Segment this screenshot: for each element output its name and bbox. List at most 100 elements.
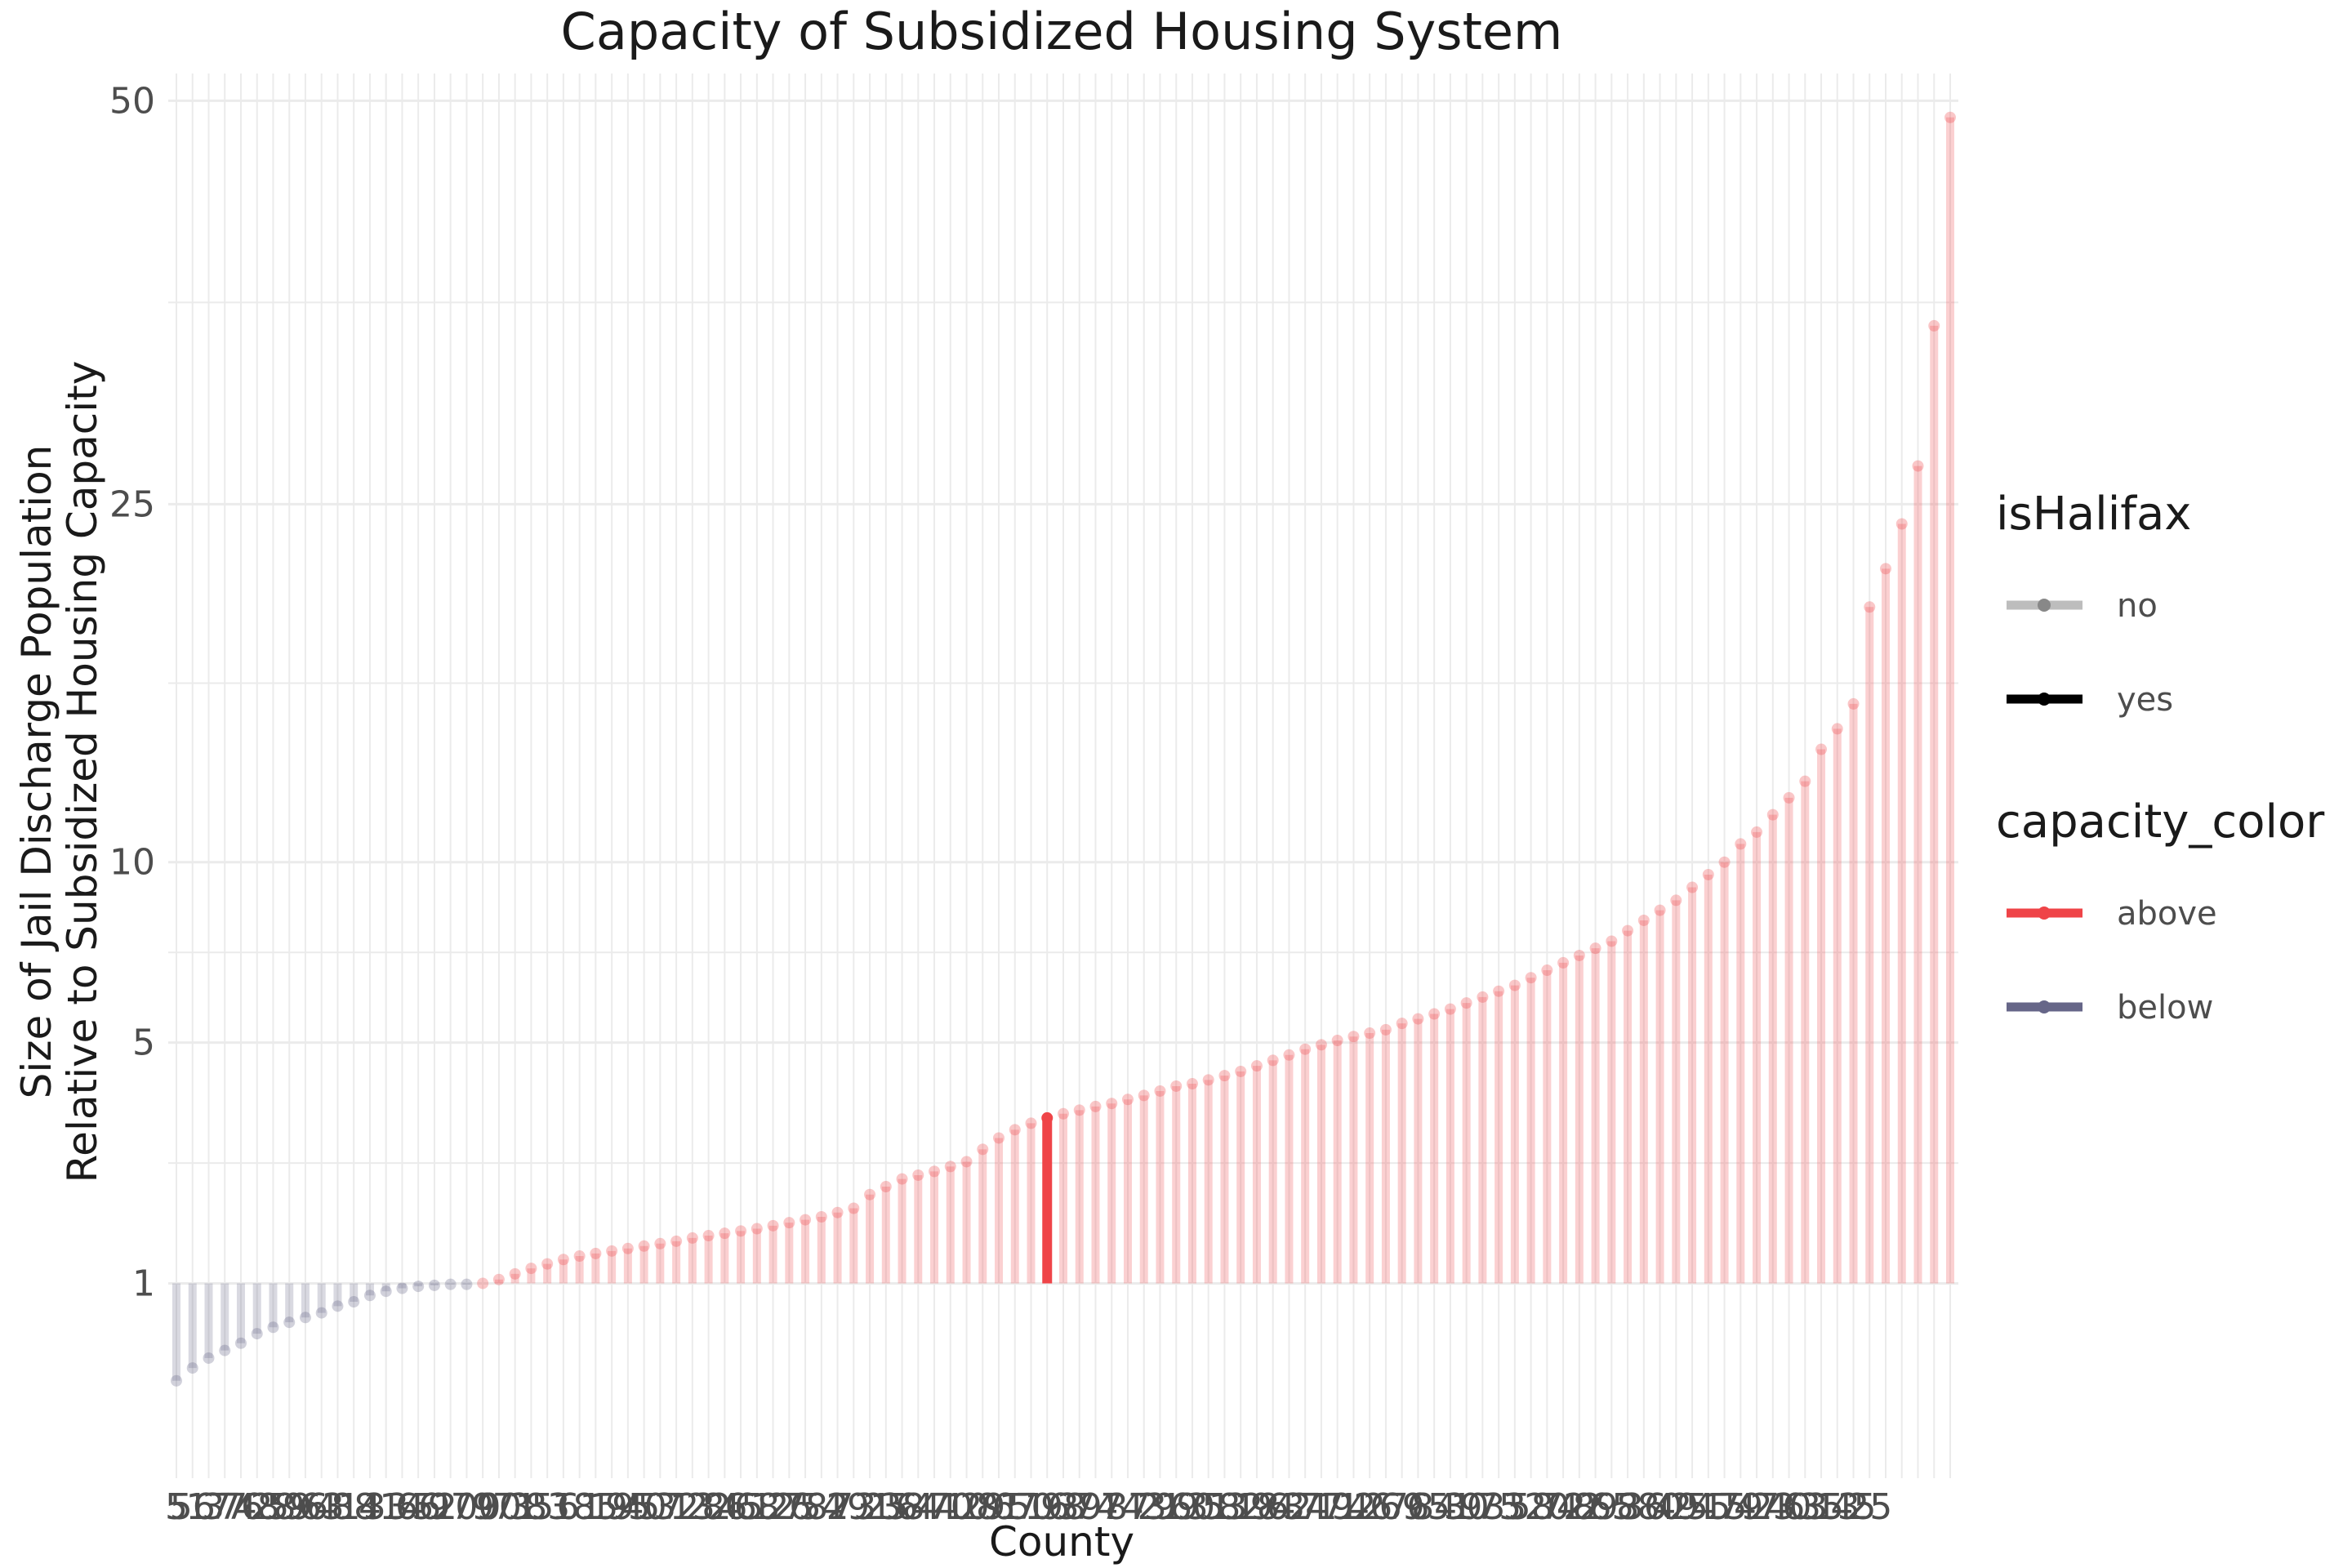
x-tick-label: 55 (1686, 1486, 1731, 1528)
lollipop-point (1379, 1023, 1392, 1036)
lollipop-point (735, 1225, 747, 1237)
lollipop-point (477, 1277, 489, 1290)
x-tick-label: 35 (1798, 1486, 1844, 1528)
legend-key-point (2038, 693, 2051, 706)
x-tick-label: 72 (1540, 1486, 1586, 1528)
lollipop-point (1283, 1049, 1295, 1061)
x-tick-label: 54 (799, 1486, 844, 1528)
x-tick-label: 21 (1137, 1486, 1183, 1528)
lollipop-point (1637, 914, 1650, 926)
x-tick-label: 67 (992, 1486, 1038, 1528)
lollipop-point (654, 1237, 666, 1250)
x-tick-label: 25 (1846, 1486, 1892, 1528)
lollipop-point (1428, 1008, 1441, 1020)
x-tick-label: 28 (250, 1486, 296, 1528)
x-tick-label: 34 (1282, 1486, 1328, 1528)
legend-key-point (2038, 599, 2051, 612)
legend-title-capacity-color: capacity_color (1996, 795, 2325, 849)
y-tick-label: 50 (109, 80, 155, 122)
legend-item-yes: yes (2117, 681, 2173, 719)
x-tick-label: 10 (944, 1486, 990, 1528)
lollipop-point (670, 1235, 683, 1247)
lollipop-point (1702, 868, 1714, 880)
lollipop-point (1735, 838, 1747, 850)
x-tick-label: 93 (1459, 1486, 1505, 1528)
lollipop-point (1815, 743, 1828, 755)
x-tick-label: 9 (471, 1486, 494, 1528)
x-tick-label: 43 (1121, 1486, 1167, 1528)
lollipop-point (1606, 935, 1618, 947)
x-tick-label: 41 (314, 1486, 360, 1528)
x-tick-label: 47 (1734, 1486, 1780, 1528)
x-tick-label: 42 (1557, 1486, 1602, 1528)
x-tick-label: 95 (605, 1486, 651, 1528)
x-tick-label: 2 (826, 1486, 849, 1528)
x-tick-label: 4 (359, 1486, 381, 1528)
lollipop-point (1267, 1054, 1279, 1067)
x-tick-label: 91 (847, 1486, 893, 1528)
x-tick-label: 45 (1831, 1486, 1877, 1528)
x-tick-label: 81 (976, 1486, 1022, 1528)
x-tick-label: 27 (1363, 1486, 1409, 1528)
y-tick-label: 10 (109, 842, 155, 884)
lollipop-point (1009, 1124, 1021, 1136)
lollipop-point (219, 1344, 231, 1356)
lollipop-point (912, 1169, 924, 1181)
x-tick-label: 76 (218, 1486, 264, 1528)
x-tick-label: 86 (702, 1486, 747, 1528)
x-tick-label: 19 (589, 1486, 635, 1528)
x-tick-label: 57 (637, 1486, 683, 1528)
x-tick-label: 16 (1024, 1486, 1070, 1528)
lollipop-point (767, 1219, 779, 1232)
x-tick-label: 83 (524, 1486, 570, 1528)
x-tick-label: 37 (202, 1486, 247, 1528)
x-tick-label: 90 (476, 1486, 522, 1528)
x-tick-label: 94 (1250, 1486, 1296, 1528)
x-tick-label: 85 (572, 1486, 618, 1528)
x-tick-label: 38 (880, 1486, 925, 1528)
x-tick-label: 89 (1573, 1486, 1619, 1528)
x-tick-label: 49 (1653, 1486, 1699, 1528)
lollipop-point (332, 1300, 344, 1312)
lollipop-point (1202, 1074, 1214, 1086)
lollipop-point (751, 1223, 763, 1235)
lollipop-point (1525, 972, 1537, 984)
x-tick-label: 31 (1186, 1486, 1232, 1528)
x-tick-label: 24 (1669, 1486, 1715, 1528)
x-tick-label: 88 (331, 1486, 376, 1528)
lollipop-point (1025, 1117, 1037, 1129)
y-tick-label: 1 (132, 1263, 155, 1304)
lollipop-point (573, 1250, 586, 1263)
x-tick-label: 44 (911, 1486, 957, 1528)
x-tick-label: 25 (863, 1486, 909, 1528)
y-axis: 1 5 10 25 50 (109, 80, 155, 1304)
lollipop-point (1895, 518, 1908, 530)
lollipop-point (1186, 1078, 1198, 1090)
x-tick-label: 79 (1717, 1486, 1763, 1528)
lollipop-point (267, 1321, 279, 1334)
legend-item-no: no (2117, 587, 2158, 625)
lollipop-point (461, 1278, 473, 1290)
y-tick-label: 5 (132, 1022, 155, 1064)
lollipop-point (557, 1254, 569, 1266)
x-tick-label: 40 (621, 1486, 667, 1528)
lollipop-point (1831, 723, 1843, 735)
lollipop-point (1670, 894, 1682, 906)
lollipop-point (1364, 1027, 1376, 1040)
legend-title-ishalifax: isHalifax (1996, 488, 2191, 541)
lollipop-point (1573, 949, 1585, 961)
x-tick-label: 45 (718, 1486, 764, 1528)
lollipop-point (1460, 997, 1472, 1009)
x-tick-label: 80 (1637, 1486, 1683, 1528)
x-tick-label: 62 (1266, 1486, 1312, 1528)
lollipop-point (492, 1273, 505, 1285)
lollipop-point (621, 1242, 634, 1254)
x-tick-label: 97 (428, 1486, 474, 1528)
x-tick-label: 5 (165, 1486, 188, 1528)
y-axis-title-line-2: Relative to Subsidized Housing Capacity (59, 361, 106, 1183)
lollipop-point (880, 1181, 892, 1193)
x-tick-label: 48 (234, 1486, 280, 1528)
lollipop-point (1493, 985, 1505, 997)
